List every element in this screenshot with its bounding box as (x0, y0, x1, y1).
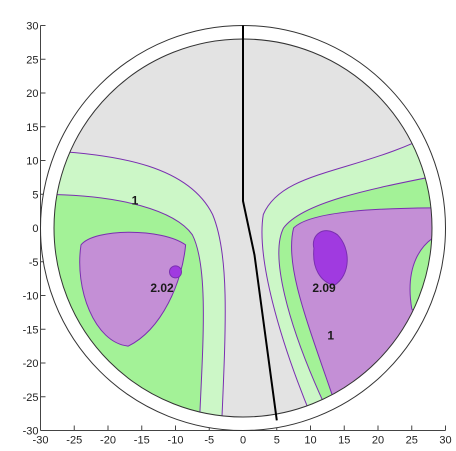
y-tick-label: 20 (26, 88, 38, 100)
x-tick-label: 20 (372, 435, 384, 447)
y-tick-label: 10 (26, 156, 38, 168)
x-tick-label: 15 (338, 435, 350, 447)
y-axis-ticks: -30 -25 -20 -15 -10 -5 0 5 10 15 20 25 30 (23, 21, 46, 438)
left-contour-band-purple (79, 231, 187, 347)
y-tick-label: 0 (32, 223, 38, 235)
x-tick-label: 10 (304, 435, 316, 447)
contour-level-label: 1 (132, 193, 139, 207)
x-tick-label: 0 (240, 435, 246, 447)
y-tick-label: -10 (23, 291, 39, 303)
x-tick-label: 30 (439, 435, 451, 447)
x-tick-label: -25 (66, 435, 82, 447)
left-peak-marker (169, 265, 182, 279)
x-tick-label: -30 (33, 435, 49, 447)
peak-value-label: 2.02 (150, 281, 174, 295)
contour-fill-layer (54, 39, 432, 417)
x-tick-label: -10 (168, 435, 184, 447)
y-tick-label: -20 (23, 358, 39, 370)
x-axis-ticks: -30 -25 -20 -15 -10 -5 0 5 10 15 20 25 30 (33, 425, 452, 447)
y-tick-label: -15 (23, 324, 39, 336)
y-tick-label: 25 (26, 54, 38, 66)
contour-annotations: 1 2.02 1 2.09 (132, 193, 336, 342)
x-tick-label: 5 (274, 435, 280, 447)
x-tick-label: 25 (406, 435, 418, 447)
x-tick-label: -5 (204, 435, 214, 447)
y-tick-label: 30 (26, 21, 38, 33)
x-tick-label: -20 (100, 435, 116, 447)
y-tick-label: -25 (23, 392, 39, 404)
y-tick-label: -30 (23, 426, 39, 438)
right-peak-marker (312, 230, 348, 286)
y-tick-label: -5 (29, 257, 39, 269)
peak-value-label: 2.09 (312, 281, 336, 295)
x-tick-label: -15 (134, 435, 150, 447)
y-tick-label: 15 (26, 122, 38, 134)
y-tick-label: 5 (32, 189, 38, 201)
contour-level-label: 1 (327, 328, 334, 342)
center-line (242, 25, 278, 421)
